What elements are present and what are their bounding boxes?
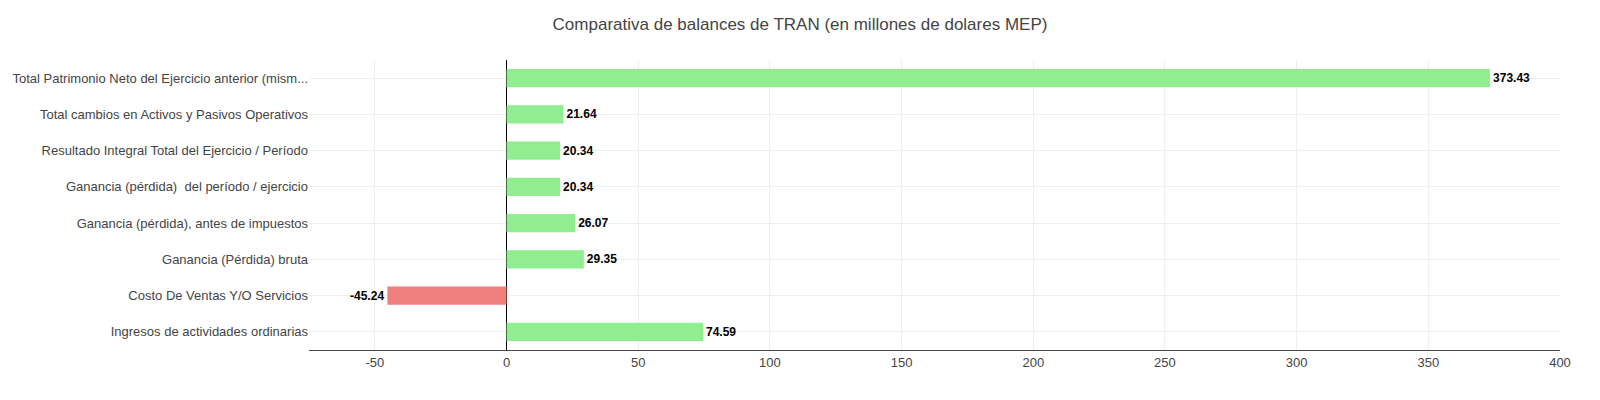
svg-text:Resultado Integral Total del E: Resultado Integral Total del Ejercicio /… (42, 143, 308, 158)
svg-text:50: 50 (631, 355, 645, 370)
svg-text:26.07: 26.07 (578, 216, 608, 230)
svg-text:150: 150 (891, 355, 913, 370)
svg-text:Ganancia (Pérdida) bruta: Ganancia (Pérdida) bruta (162, 252, 309, 267)
svg-text:20.34: 20.34 (563, 180, 593, 194)
svg-text:Total cambios en Activos y Pas: Total cambios en Activos y Pasivos Opera… (40, 107, 309, 122)
svg-text:300: 300 (1286, 355, 1308, 370)
svg-text:74.59: 74.59 (706, 325, 736, 339)
svg-text:Ganancia (pérdida) del períod: Ganancia (pérdida) del período / ejercic… (66, 179, 308, 194)
svg-text:373.43: 373.43 (1493, 71, 1530, 85)
svg-text:400: 400 (1549, 355, 1571, 370)
svg-text:Ingresos de actividades ordina: Ingresos de actividades ordinarias (111, 324, 309, 339)
svg-text:Costo De Ventas Y/O Servicios: Costo De Ventas Y/O Servicios (128, 288, 308, 303)
svg-text:Comparativa de balances de TRA: Comparativa de balances de TRAN (en mill… (553, 15, 1048, 34)
svg-text:200: 200 (1022, 355, 1044, 370)
svg-text:0: 0 (503, 355, 510, 370)
svg-text:100: 100 (759, 355, 781, 370)
svg-text:20.34: 20.34 (563, 144, 593, 158)
svg-text:-50: -50 (365, 355, 384, 370)
svg-text:21.64: 21.64 (567, 107, 597, 121)
svg-text:Total Patrimonio Neto del Ejer: Total Patrimonio Neto del Ejercicio ante… (13, 71, 309, 86)
svg-text:Ganancia (pérdida), antes de i: Ganancia (pérdida), antes de impuestos (77, 216, 309, 231)
svg-text:350: 350 (1417, 355, 1439, 370)
svg-text:29.35: 29.35 (587, 252, 617, 266)
svg-text:250: 250 (1154, 355, 1176, 370)
svg-text:-45.24: -45.24 (350, 289, 384, 303)
